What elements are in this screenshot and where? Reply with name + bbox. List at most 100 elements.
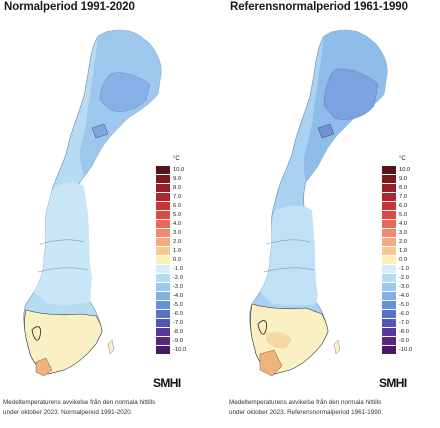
lake-contour	[317, 123, 335, 139]
caption-line: under oktober 2023. Referensnormalperiod…	[229, 408, 384, 416]
legend-swatch	[382, 310, 396, 318]
legend-label: -7.0	[399, 320, 409, 326]
south-zone	[24, 309, 103, 375]
legend-swatch	[382, 265, 396, 273]
legend-swatch	[156, 220, 170, 228]
legend-label: 8.0	[173, 185, 182, 191]
legend-swatch	[156, 337, 170, 345]
legend-label: 8.0	[399, 185, 408, 191]
legend-label: -5.0	[399, 302, 409, 308]
legend-swatch	[382, 337, 396, 345]
legend-swatch	[156, 184, 170, 192]
smhi-logo: SMHI	[379, 376, 407, 390]
legend-label: -2.0	[399, 275, 409, 281]
legend-swatch	[382, 202, 396, 210]
central-zone	[260, 205, 318, 306]
contour-line	[39, 239, 85, 245]
legend-swatch	[382, 166, 396, 174]
legend-swatch	[382, 328, 396, 336]
smhi-logo: SMHI	[153, 376, 181, 390]
legend-swatch	[156, 346, 170, 354]
legend-swatch	[156, 256, 170, 264]
map-caption: Medeltemperaturens avvikelse från den no…	[3, 398, 217, 417]
legend-swatch	[156, 229, 170, 237]
legend-label: 1.0	[399, 248, 408, 254]
legend-label: 9.0	[173, 176, 182, 182]
map-panel-1991-2020: Normalperiod 1991-2020 °C 10.0 9.0 8.0 7.0 6…	[3, 1, 217, 417]
legend-swatch	[382, 211, 396, 219]
southwest-warm-spot	[35, 357, 53, 377]
sweden-anomaly-map	[249, 29, 388, 377]
contour-line	[263, 267, 315, 273]
legend-label: 2.0	[399, 239, 408, 245]
legend-label: -6.0	[399, 311, 409, 317]
legend-swatch	[382, 301, 396, 309]
legend-swatch	[382, 274, 396, 282]
sweden-anomaly-map	[23, 29, 162, 377]
legend-label: -9.0	[173, 338, 183, 344]
legend-label: 3.0	[399, 230, 408, 236]
legend-label: 6.0	[399, 203, 408, 209]
legend-swatch	[156, 265, 170, 273]
legend-swatch	[156, 283, 170, 291]
legend-swatch	[382, 319, 396, 327]
legend-swatch	[382, 229, 396, 237]
legend-swatch	[156, 292, 170, 300]
legend-swatch	[382, 283, 396, 291]
legend-label: -8.0	[399, 329, 409, 335]
legend-swatch	[156, 202, 170, 210]
legend-label: 4.0	[399, 221, 408, 227]
legend-unit: °C	[399, 156, 406, 162]
legend-swatch	[382, 247, 396, 255]
legend-swatch	[382, 256, 396, 264]
legend-label: -3.0	[399, 284, 409, 290]
legend-label: -4.0	[399, 293, 409, 299]
caption-line: under oktober 2023. Normalperiod 1991-20…	[3, 408, 133, 416]
contour-line	[265, 239, 311, 245]
map-panel-1961-1990: Referensnormalperiod 1961-1990 °C 10.0 9.…	[226, 0, 440, 428]
contour-line	[31, 326, 41, 341]
legend-label: -9.0	[399, 338, 409, 344]
legend-label: -7.0	[173, 320, 183, 326]
legend-label: 10.0	[399, 167, 411, 173]
temperature-legend: °C 10.0 9.0 8.0 7.0 6.0 5.0 4.0 3.0 2.0 1.0 0.0 -1.…	[156, 156, 200, 366]
north-core	[323, 68, 379, 120]
panel-title: Normalperiod 1991-2020	[4, 1, 135, 13]
legend-swatch	[156, 211, 170, 219]
legend-swatch	[156, 238, 170, 246]
legend-label: 6.0	[173, 203, 182, 209]
legend-swatch	[382, 175, 396, 183]
legend-label: 7.0	[399, 194, 408, 200]
legend-label: 4.0	[173, 221, 182, 227]
legend-label: 10.0	[173, 167, 185, 173]
legend-swatch	[382, 193, 396, 201]
temperature-legend: °C 10.0 9.0 8.0 7.0 6.0 5.0 4.0 3.0 2.0 1.0 0.0 -1.…	[382, 156, 426, 366]
legend-swatch	[156, 319, 170, 327]
legend-label: -1.0	[399, 266, 409, 272]
map-caption: Medeltemperaturens avvikelse från den no…	[229, 398, 440, 417]
legend-swatch	[382, 346, 396, 354]
island	[107, 339, 115, 355]
central-zone	[34, 182, 92, 305]
lake-contour	[91, 123, 109, 139]
legend-swatch	[156, 193, 170, 201]
southwest-warm-spot	[259, 349, 283, 377]
legend-swatch	[156, 274, 170, 282]
legend-swatch	[382, 238, 396, 246]
contour-line	[37, 267, 89, 273]
north-core	[99, 72, 151, 112]
legend-label: -10.0	[399, 347, 413, 353]
caption-line: Medeltemperaturens avvikelse från den no…	[229, 399, 382, 406]
legend-label: 1.0	[173, 248, 182, 254]
legend-label: -1.0	[173, 266, 183, 272]
legend-swatch	[382, 220, 396, 228]
caption-line: Medeltemperaturens avvikelse från den no…	[3, 399, 156, 406]
legend-swatch	[382, 184, 396, 192]
legend-swatch	[156, 301, 170, 309]
legend-swatch	[156, 247, 170, 255]
legend-swatch	[382, 292, 396, 300]
legend-label: -2.0	[173, 275, 183, 281]
legend-label: 9.0	[399, 176, 408, 182]
legend-unit: °C	[173, 156, 180, 162]
south-warm-patch	[266, 332, 292, 349]
